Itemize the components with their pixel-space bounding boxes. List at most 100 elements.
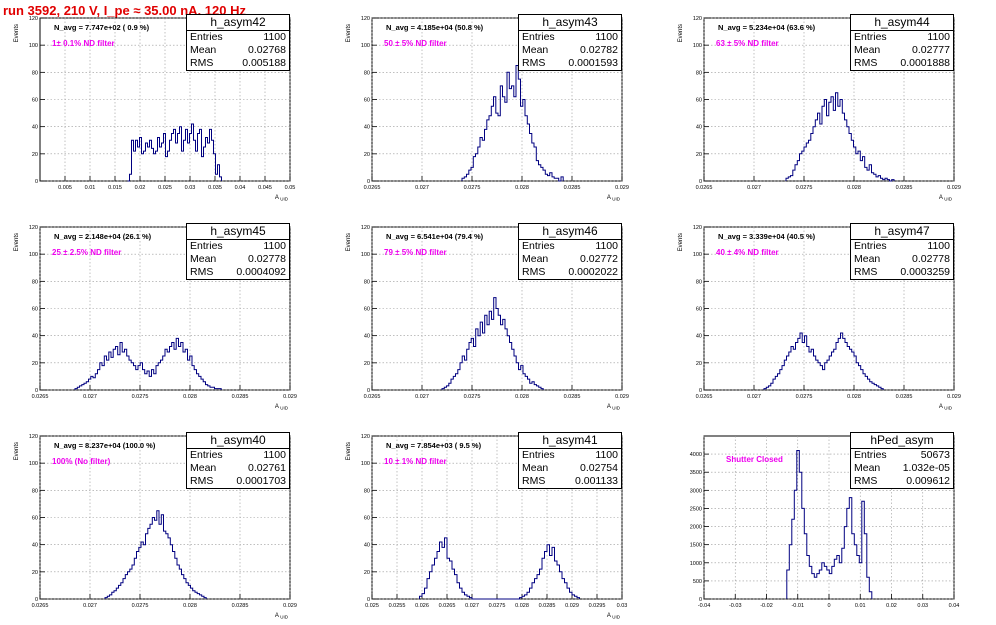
- stats-value: 0.02777: [912, 44, 950, 56]
- stats-value: 0.0004092: [236, 266, 286, 278]
- stats-value: 1100: [263, 240, 286, 252]
- x-tick-label: -0.03: [729, 603, 742, 609]
- stats-value: 0.001133: [574, 475, 618, 487]
- stats-row-mean: Mean 0.02777: [851, 44, 953, 57]
- stats-row-rms: RMS 0.0001703: [187, 475, 289, 488]
- stats-key: Entries: [854, 31, 887, 43]
- y-tick-label: 100: [361, 461, 370, 467]
- y-tick-label: 20: [364, 570, 370, 576]
- x-tick-label: 0.028: [847, 394, 861, 400]
- histogram-panel-hPed_asym: -0.04 -0.03 -0.02 -0.01 0 0.01 0.02 0.03 0.04 0 50…: [674, 432, 964, 625]
- navg-label: N_avg = 8.237e+04 (100.0 %): [54, 441, 156, 450]
- histogram-line: [104, 510, 207, 599]
- y-axis-label: Events: [346, 442, 352, 460]
- x-tick-label: 0.0285: [539, 603, 556, 609]
- y-tick-label: 4000: [690, 452, 702, 458]
- stats-key: Mean: [522, 253, 549, 265]
- y-tick-label: 2500: [690, 506, 702, 512]
- stats-value: 1100: [595, 449, 618, 461]
- histogram-name: h_asym46: [519, 224, 621, 240]
- y-axis-label: Events: [346, 24, 352, 42]
- stats-key: Mean: [522, 462, 549, 474]
- x-tick-label: 0.0265: [32, 394, 49, 400]
- stats-key: Entries: [854, 449, 887, 461]
- y-tick-label: 60: [364, 516, 370, 522]
- x-tick-label: 0.029: [947, 185, 961, 191]
- stats-key: RMS: [190, 475, 214, 487]
- y-tick-label: 80: [32, 279, 38, 285]
- y-tick-label: 100: [29, 461, 38, 467]
- y-tick-label: 20: [32, 570, 38, 576]
- y-tick-label: 20: [364, 361, 370, 367]
- y-tick-label: 40: [696, 125, 702, 131]
- x-tick-label: 0.028: [515, 603, 529, 609]
- x-axis-label: A UID: [607, 404, 621, 411]
- stats-value: 0.0001703: [236, 475, 286, 487]
- x-tick-label: 0.028: [515, 394, 529, 400]
- x-tick-label: -0.02: [760, 603, 773, 609]
- stats-value: 0.02761: [248, 462, 286, 474]
- histogram-name: hPed_asym: [851, 433, 953, 449]
- stats-key: RMS: [854, 475, 878, 487]
- stats-row-entries: Entries 1100: [187, 449, 289, 462]
- x-tick-label: 0.029: [947, 394, 961, 400]
- y-tick-label: 60: [696, 307, 702, 313]
- histogram-line: [441, 297, 544, 390]
- y-tick-label: 3500: [690, 470, 702, 476]
- stats-key: Entries: [190, 31, 223, 43]
- y-tick-label: 60: [32, 98, 38, 104]
- y-tick-label: 20: [32, 152, 38, 158]
- stats-row-mean: Mean 0.02782: [519, 44, 621, 57]
- y-tick-label: 120: [361, 434, 370, 440]
- y-tick-label: 0: [699, 388, 702, 394]
- stats-key: Mean: [854, 253, 881, 265]
- x-tick-label: 0.0285: [232, 603, 249, 609]
- y-axis-label: Events: [678, 233, 684, 251]
- histogram-name: h_asym47: [851, 224, 953, 240]
- y-tick-label: 60: [364, 307, 370, 313]
- y-tick-label: 60: [32, 516, 38, 522]
- stats-value: 0.0002022: [568, 266, 618, 278]
- histogram-line: [763, 332, 884, 390]
- y-tick-label: 3000: [690, 488, 702, 494]
- x-tick-label: 0.027: [747, 394, 761, 400]
- x-axis-label: A UID: [275, 195, 289, 202]
- x-axis-label: A UID: [607, 195, 621, 202]
- y-tick-label: 40: [364, 543, 370, 549]
- y-tick-label: 500: [693, 579, 702, 585]
- y-tick-label: 20: [696, 152, 702, 158]
- stats-box: h_asym40 Entries 1100 Mean 0.02761 RMS 0.00017…: [186, 432, 290, 489]
- x-tick-label: 0.0265: [696, 394, 713, 400]
- y-tick-label: 0: [699, 597, 702, 603]
- x-tick-label: 0.027: [83, 394, 97, 400]
- stats-key: Mean: [190, 44, 217, 56]
- x-tick-label: 0.0265: [32, 603, 49, 609]
- x-tick-label: 0.029: [283, 394, 297, 400]
- stats-value: 0.0003259: [900, 266, 950, 278]
- x-tick-label: 0.0265: [696, 185, 713, 191]
- stats-row-mean: Mean 0.02778: [851, 253, 953, 266]
- x-tick-label: 0.029: [565, 603, 579, 609]
- stats-key: Mean: [190, 462, 217, 474]
- histogram-line: [461, 65, 564, 182]
- stats-box: h_asym43 Entries 1100 Mean 0.02782 RMS 0.00015…: [518, 14, 622, 71]
- x-tick-label: 0.028: [183, 603, 197, 609]
- y-tick-label: 100: [29, 252, 38, 258]
- y-axis-label: Events: [14, 442, 20, 460]
- stats-key: Entries: [522, 31, 555, 43]
- histogram-name: h_asym40: [187, 433, 289, 449]
- y-tick-label: 100: [361, 252, 370, 258]
- x-tick-label: 0.01: [85, 185, 96, 191]
- stats-value: 0.02778: [248, 253, 286, 265]
- x-tick-label: 0.0285: [564, 185, 581, 191]
- stats-value: 0.02782: [580, 44, 618, 56]
- x-tick-label: 0.027: [415, 185, 429, 191]
- y-tick-label: 0: [35, 597, 38, 603]
- x-tick-label: 0.0285: [564, 394, 581, 400]
- x-tick-label: 0.04: [949, 603, 960, 609]
- histogram-name: h_asym41: [519, 433, 621, 449]
- y-axis-label: Events: [14, 233, 20, 251]
- histogram-line: [785, 92, 895, 182]
- y-axis-label: Events: [14, 24, 20, 42]
- y-tick-label: 40: [364, 125, 370, 131]
